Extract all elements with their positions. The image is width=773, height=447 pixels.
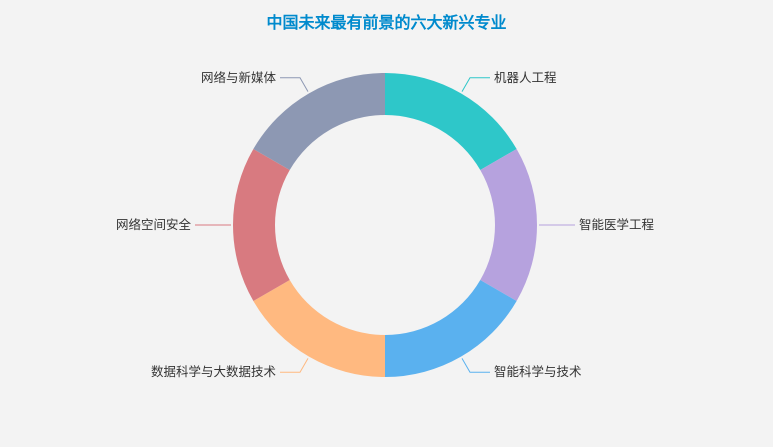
slice-label: 智能科学与技术 bbox=[494, 364, 582, 379]
label-leader-line bbox=[461, 358, 490, 373]
label-leader-line bbox=[280, 77, 309, 92]
donut-slice[interactable] bbox=[253, 73, 385, 170]
donut-slice[interactable] bbox=[385, 73, 517, 170]
slice-label: 数据科学与大数据技术 bbox=[151, 364, 277, 379]
slice-label: 网络与新媒体 bbox=[201, 70, 277, 85]
slice-label: 智能医学工程 bbox=[579, 217, 655, 232]
chart-title: 中国未来最有前景的六大新兴专业 bbox=[266, 13, 507, 32]
slice-label: 机器人工程 bbox=[494, 70, 557, 85]
donut-slice[interactable] bbox=[480, 149, 537, 301]
label-leader-line bbox=[280, 358, 309, 373]
slice-label: 网络空间安全 bbox=[116, 217, 192, 232]
donut-slice[interactable] bbox=[232, 149, 290, 301]
donut-slice[interactable] bbox=[385, 280, 517, 377]
label-leader-line bbox=[461, 77, 490, 92]
donut-slice[interactable] bbox=[253, 280, 385, 377]
